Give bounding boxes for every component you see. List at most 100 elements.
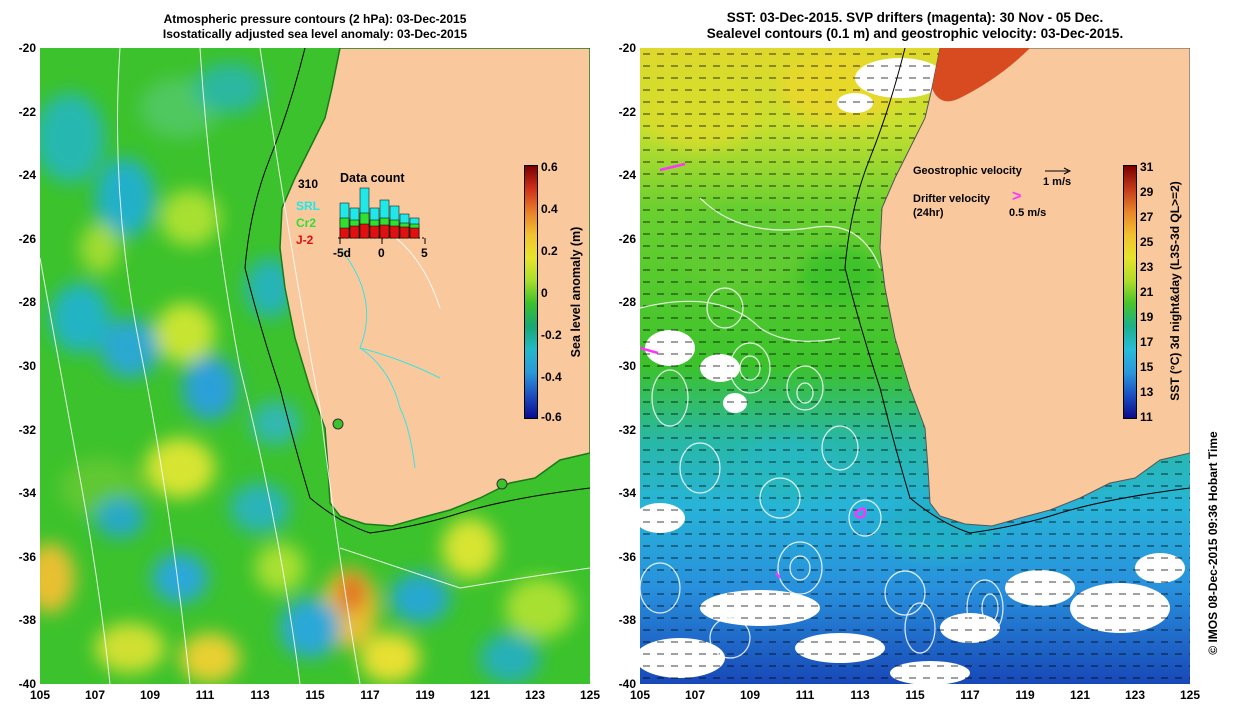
x-axis-tick-label: 111 xyxy=(795,688,815,702)
sea-level-colorbar-label: Sea level anomaly (m) xyxy=(569,226,583,358)
cb1-tick: -0.2 xyxy=(541,328,562,342)
cb2-tick: 31 xyxy=(1140,160,1154,174)
y-axis-tick-label: -36 xyxy=(618,549,636,564)
pressure-contours xyxy=(40,48,590,684)
right-title-line1: SST: 03-Dec-2015. SVP drifters (magenta)… xyxy=(726,10,1104,25)
cb1-tick: -0.4 xyxy=(541,370,562,384)
inset-xtick: 0 xyxy=(378,246,385,260)
sst-map-svg xyxy=(640,48,1190,684)
y-axis-tick-label: -24 xyxy=(618,168,636,183)
drifter-velocity-scale: 0.5 m/s xyxy=(1009,207,1047,219)
x-axis-tick-label: 115 xyxy=(305,688,325,702)
x-axis-tick-label: 105 xyxy=(29,688,51,702)
x-axis-tick-label: 113 xyxy=(250,688,270,702)
sst-colorbar xyxy=(1123,165,1137,419)
data-count-histogram xyxy=(338,187,426,244)
y-axis-tick-label: -34 xyxy=(18,486,36,501)
inset-title: Data count xyxy=(340,171,405,185)
cb2-tick: 17 xyxy=(1140,335,1154,349)
right-panel-title: SST: 03-Dec-2015. SVP drifters (magenta)… xyxy=(640,10,1190,42)
y-axis-tick-label: -30 xyxy=(18,359,36,373)
y-axis-tick-label: -38 xyxy=(18,613,36,628)
y-axis-tick-label: -26 xyxy=(18,231,36,246)
tide-gauge-marker xyxy=(496,478,508,490)
cb2-tick: 27 xyxy=(1140,210,1154,224)
geo-velocity-label: Geostrophic velocity xyxy=(913,165,1022,177)
cb2-tick: 13 xyxy=(1140,385,1154,399)
left-title-line2: Isostatically adjusted sea level anomaly… xyxy=(162,27,468,41)
x-axis-tick-label: 115 xyxy=(905,688,925,702)
geo-scale-arrowhead xyxy=(1063,167,1072,175)
y-axis-tick-label: -34 xyxy=(618,486,636,501)
y-axis-tick-label: -28 xyxy=(618,295,636,310)
sst-map xyxy=(640,48,1190,684)
x-axis-tick-label: 117 xyxy=(960,688,980,702)
x-axis-tick-label: 117 xyxy=(360,688,380,702)
x-axis-tick-label: 105 xyxy=(629,688,651,702)
x-axis-tick-label: 111 xyxy=(195,688,215,702)
x-axis-tick-label: 123 xyxy=(1124,688,1146,702)
x-axis-tick-label: 107 xyxy=(84,688,106,702)
cb1-tick: 0 xyxy=(541,286,548,300)
x-axis-tick-label: 109 xyxy=(139,688,161,702)
cb2-tick: 19 xyxy=(1140,310,1154,324)
inset-max-count: 310 xyxy=(298,177,319,191)
drifter-velocity-sub: (24hr) xyxy=(913,207,944,219)
inset-xtick: -5d xyxy=(333,246,351,260)
x-axis-tick-label: 113 xyxy=(850,688,870,702)
cb1-tick: -0.6 xyxy=(541,410,562,424)
drifter-velocity-label: Drifter velocity xyxy=(913,193,991,205)
left-panel-title: Atmospheric pressure contours (2 hPa): 0… xyxy=(40,12,590,42)
sea-level-map-svg xyxy=(40,48,590,684)
y-axis-tick-label: -38 xyxy=(618,613,636,628)
x-axis-tick-label: 109 xyxy=(739,688,761,702)
drifter-tracks xyxy=(640,162,867,579)
y-axis-tick-label: -22 xyxy=(618,104,636,119)
x-axis-tick-label: 125 xyxy=(1179,688,1201,702)
australia-landmass xyxy=(879,48,1190,527)
river-line xyxy=(339,247,416,469)
shelf-contour xyxy=(244,48,590,534)
cb2-tick: 11 xyxy=(1140,410,1153,424)
x-axis-tick-label: 119 xyxy=(415,688,435,702)
sea-level-anomaly-map xyxy=(40,48,590,684)
y-axis-tick-label: -40 xyxy=(18,677,36,691)
cb1-tick: 0.4 xyxy=(541,202,558,216)
y-axis-tick-label: -30 xyxy=(618,359,636,373)
y-axis-tick-label: -24 xyxy=(18,168,36,183)
sea-level-colorbar xyxy=(524,165,538,419)
legend-cr2: Cr2 xyxy=(296,216,317,230)
sealevel-contours xyxy=(640,197,1004,659)
left-title-line1: Atmospheric pressure contours (2 hPa): 0… xyxy=(163,12,467,26)
x-axis-tick-label: 123 xyxy=(524,688,546,702)
cb1-tick: 0.6 xyxy=(541,160,558,174)
cb1-tick: 0.2 xyxy=(541,244,558,258)
x-axis-tick-label: 125 xyxy=(579,688,601,702)
drifter-symbol-icon: > xyxy=(1012,188,1022,205)
y-axis-tick-label: -20 xyxy=(618,41,636,55)
y-axis-tick-label: -28 xyxy=(18,295,36,310)
right-title-line2: Sealevel contours (0.1 m) and geostrophi… xyxy=(706,26,1124,41)
imos-credit: © IMOS 08-Dec-2015 09:36 Hobart Time xyxy=(1206,431,1220,655)
x-axis-tick-label: 121 xyxy=(1069,688,1091,702)
legend-srl: SRL xyxy=(296,199,320,213)
inset-xtick: 5 xyxy=(421,246,428,260)
warm-coastal-water xyxy=(932,48,1030,102)
y-axis-tick-label: -32 xyxy=(618,422,636,437)
x-axis-tick-label: 121 xyxy=(469,688,491,702)
geo-velocity-scale: 1 m/s xyxy=(1043,176,1072,188)
y-axis-tick-label: -36 xyxy=(18,549,36,564)
sst-colorbar-label: SST (°C) 3d night&day (L3S-3d QL>=2) xyxy=(1168,181,1182,401)
y-axis-tick-label: -26 xyxy=(618,231,636,246)
cb2-tick: 15 xyxy=(1140,360,1154,374)
tide-gauge-marker xyxy=(332,418,344,430)
cb2-tick: 23 xyxy=(1140,260,1154,274)
cb2-tick: 25 xyxy=(1140,235,1154,249)
cb2-tick: 21 xyxy=(1140,285,1154,299)
australia-landmass xyxy=(279,48,590,527)
x-axis-tick-label: 119 xyxy=(1015,688,1035,702)
legend-j2: J-2 xyxy=(296,233,314,247)
y-axis-tick-label: -20 xyxy=(18,41,36,55)
x-axis-tick-label: 107 xyxy=(684,688,706,702)
shelf-contour xyxy=(844,48,1190,534)
